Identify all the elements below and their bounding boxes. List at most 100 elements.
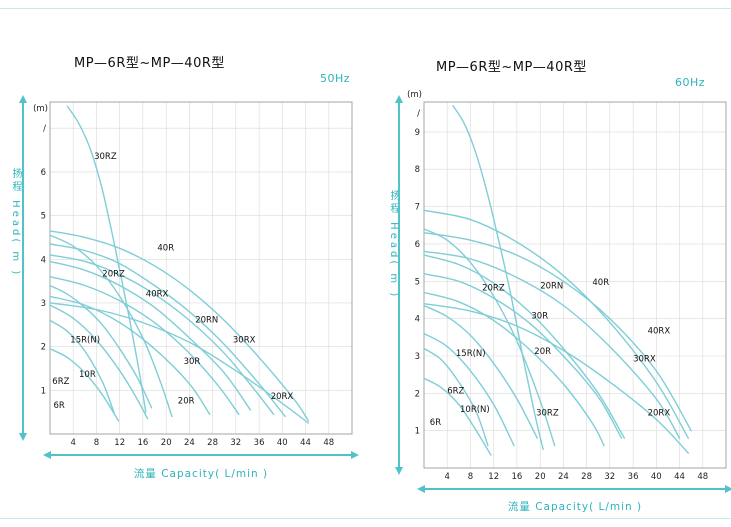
curve-6R: [423, 377, 492, 456]
x-axis-caption: 流量 Capacity( L/min ): [133, 468, 269, 480]
curve-label-20RZ: 20RZ: [482, 284, 505, 294]
curve-label-30R: 30R: [184, 357, 201, 367]
curve-label-6R: 6R: [430, 418, 441, 428]
curve-label-15R(N): 15R(N): [456, 349, 486, 359]
x-tick-label: 28: [581, 472, 592, 482]
x-tick-label: 4: [444, 472, 449, 482]
y-tick-label: 1: [415, 427, 420, 437]
x-axis-arrow: [43, 451, 359, 459]
x-tick-label: 8: [468, 472, 473, 482]
curve-label-20RN: 20RN: [540, 282, 563, 292]
y-tick-label: 9: [415, 128, 420, 138]
curve-20RX: [423, 303, 689, 454]
x-tick-label: 12: [488, 472, 499, 482]
y-tick-label: /: [43, 124, 46, 134]
x-tick-label: 48: [697, 472, 708, 482]
x-axis-arrow: [417, 485, 731, 493]
x-tick-label: 36: [628, 472, 639, 482]
curve-20R: [49, 295, 211, 415]
x-tick-label: 32: [604, 472, 615, 482]
curve-40RX: [49, 243, 286, 418]
y-tick-label: 8: [415, 165, 420, 175]
y-tick-label: 1: [41, 386, 46, 396]
curve-30R: [423, 273, 623, 439]
y-tick-label: 7: [415, 203, 420, 213]
x-tick-label: 44: [300, 438, 311, 448]
curve-6RZ: [49, 319, 115, 413]
y-tick-label: 4: [415, 315, 420, 325]
x-tick-label: 28: [207, 438, 218, 448]
bottom-border-line: [0, 518, 731, 519]
x-tick-label: 20: [535, 472, 546, 482]
y-axis-arrow: [395, 95, 403, 475]
x-tick-label: 16: [137, 438, 148, 448]
pump-curve-chart-60hz: 30RZ 40R 20RZ 20RN 30R 40RX 30RX 15R(N) 20R 6RZ 10…: [407, 90, 727, 482]
curve-label-30RZ: 30RZ: [94, 152, 117, 162]
curve-20RX: [49, 302, 310, 424]
y-tick-label: 5: [41, 212, 46, 222]
y-axis-caption: 扬程 Head( m ): [10, 168, 21, 278]
x-tick-label: 40: [651, 472, 662, 482]
curve-label-20RZ: 20RZ: [102, 270, 125, 280]
y-tick-label: 6: [415, 240, 420, 250]
curve-6RZ: [423, 347, 489, 447]
chart-title: MP—6R型~MP—40R型: [74, 56, 225, 71]
chart-panel-50hz: MP—6R型~MP—40R型 50Hz 扬程 Head( m ) 30RZ 40R…: [10, 50, 372, 495]
curve-20RN: [49, 260, 252, 411]
curve-label-30RX: 30RX: [633, 355, 656, 365]
curve-label-6RZ: 6RZ: [52, 377, 69, 387]
curve-label-40RX: 40RX: [146, 289, 169, 299]
curve-label-40R: 40R: [157, 244, 174, 254]
curve-10R: [49, 304, 149, 420]
y-tick-label: 3: [415, 352, 420, 362]
curve-label-30RZ: 30RZ: [536, 409, 559, 419]
x-axis-caption: 流量 Capacity( L/min ): [507, 501, 643, 513]
y-unit-label: (m): [33, 104, 48, 114]
y-unit-label: (m): [407, 90, 422, 100]
curve-label-20RX: 20RX: [648, 409, 671, 419]
pump-curve-chart-50hz: 30RZ 40R 20RZ 40RX 20RN 15R(N) 30RX 30R 6RZ 10R 6R…: [33, 101, 353, 448]
curve-30RZ: [66, 105, 147, 413]
y-tick-label: 3: [41, 299, 46, 309]
curve-label-6R: 6R: [54, 401, 65, 411]
curve-30RX: [49, 254, 275, 415]
curve-label-10R(N): 10R(N): [460, 405, 490, 415]
curve-20RZ: [49, 234, 173, 418]
x-tick-label: 40: [277, 438, 288, 448]
curve-30R: [49, 276, 240, 415]
y-tick-label: 6: [41, 168, 46, 178]
x-tick-label: 36: [254, 438, 265, 448]
curve-label-30RX: 30RX: [233, 335, 256, 345]
y-tick-label: 4: [41, 255, 46, 265]
curve-6R: [49, 348, 120, 422]
curve-label-40R: 40R: [592, 278, 609, 288]
y-tick-label: 2: [415, 389, 420, 399]
x-tick-label: 48: [323, 438, 334, 448]
curve-label-10R: 10R: [79, 370, 96, 380]
y-axis-arrow: [19, 95, 27, 441]
frequency-label: 60Hz: [674, 76, 705, 89]
curve-label-20RN: 20RN: [195, 316, 218, 326]
curve-30RZ: [452, 105, 544, 450]
x-tick-label: 4: [70, 438, 75, 448]
y-tick-label: 2: [41, 343, 46, 353]
x-tick-label: 20: [161, 438, 172, 448]
curve-15R(N): [49, 284, 153, 409]
curve-20RZ: [423, 228, 556, 447]
curve-10R(N): [423, 332, 515, 447]
top-border-line: [0, 8, 731, 9]
curve-label-20RX: 20RX: [271, 392, 294, 402]
curve-15R(N): [423, 304, 538, 439]
x-tick-label: 24: [558, 472, 569, 482]
x-tick-label: 12: [114, 438, 125, 448]
y-axis-caption: 扬程 Head( m ): [388, 190, 399, 300]
x-tick-label: 32: [230, 438, 241, 448]
curve-40RX: [423, 232, 692, 432]
curve-label-6RZ: 6RZ: [447, 386, 464, 396]
curve-20RN: [423, 254, 626, 439]
curve-label-20R: 20R: [178, 396, 195, 406]
frequency-label: 50Hz: [319, 72, 350, 85]
curve-label-40RX: 40RX: [648, 327, 671, 337]
x-tick-label: 24: [184, 438, 195, 448]
